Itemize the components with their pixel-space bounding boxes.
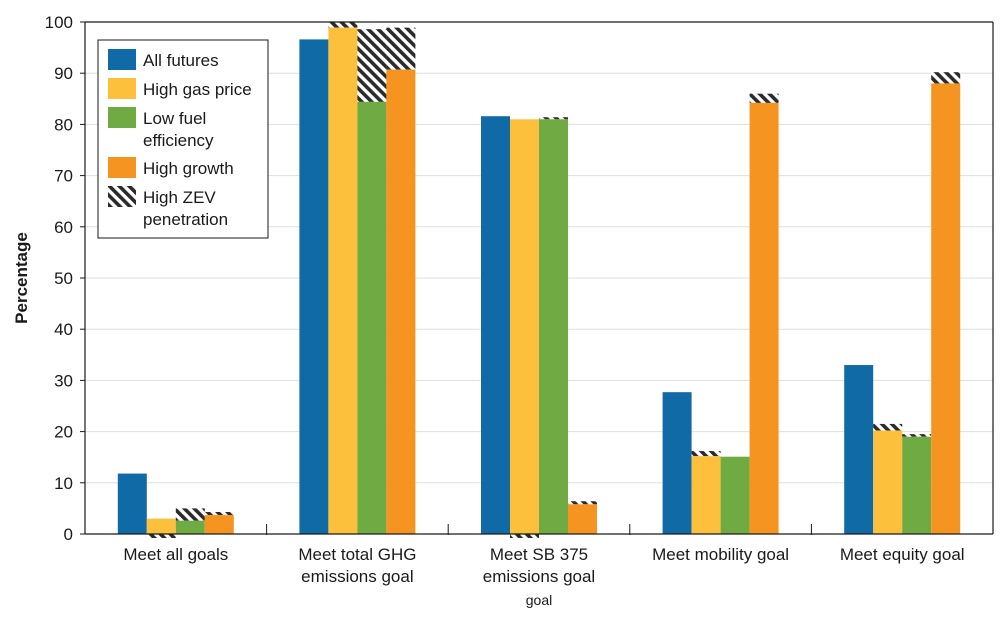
bar-all-futures — [844, 365, 874, 534]
legend-swatch — [108, 78, 136, 99]
axes — [80, 21, 994, 535]
y-tick-label: 100 — [45, 13, 73, 32]
bar-low-fuel-efficiency — [902, 436, 932, 534]
bar-high-growth — [568, 504, 597, 534]
legend-label: High ZEV — [143, 188, 216, 207]
y-tick-label: 80 — [54, 115, 73, 134]
x-category-sublabel: goal — [526, 592, 552, 608]
y-tick-label: 50 — [54, 269, 73, 288]
legend: All futures High gas price Low fuel efficie… — [97, 39, 269, 239]
bar-low-fuel-efficiency — [720, 456, 750, 534]
x-category-label: Meet equity goal — [840, 545, 965, 564]
x-category-label: Meet all goals — [123, 545, 228, 564]
y-tick-label: 10 — [54, 474, 73, 493]
legend-label: High growth — [143, 159, 234, 178]
bar-all-futures — [481, 116, 510, 534]
zev-hatched-bar — [146, 534, 176, 538]
bar-all-futures — [117, 473, 147, 534]
y-axis-title: Percentage — [12, 232, 31, 324]
x-category-label: Meet total GHG — [298, 545, 416, 564]
bar-high-growth — [204, 515, 234, 534]
bar-high-gas-price — [146, 518, 176, 534]
bar-low-fuel-efficiency — [175, 520, 205, 534]
zev-hatched-bar — [691, 451, 721, 457]
bar-high-gas-price — [510, 119, 539, 534]
x-category-label: Meet mobility goal — [652, 545, 789, 564]
x-category-label: emissions goal — [301, 567, 413, 586]
x-category-label: emissions goal — [483, 567, 595, 586]
zev-hatched-bar — [749, 93, 779, 103]
bar-high-growth — [386, 69, 416, 534]
y-tick-label: 20 — [54, 423, 73, 442]
legend-swatch — [108, 157, 136, 178]
bar-all-futures — [299, 39, 329, 535]
bar-high-gas-price — [328, 27, 358, 535]
zev-hatched-bar — [386, 27, 416, 70]
zev-hatched-bar — [568, 501, 597, 505]
legend-label: efficiency — [143, 131, 214, 150]
y-tick-label: 40 — [54, 320, 73, 339]
legend-label: High gas price — [143, 80, 252, 99]
x-category-label: Meet SB 375 — [490, 545, 588, 564]
zev-hatched-bar — [931, 72, 961, 84]
zev-hatched-bar — [175, 508, 205, 521]
legend-label: All futures — [143, 51, 219, 70]
bar-low-fuel-efficiency — [539, 119, 568, 534]
legend-swatch — [108, 107, 136, 128]
legend-swatch — [108, 49, 136, 70]
zev-hatched-bar — [328, 22, 358, 28]
y-tick-label: 30 — [54, 371, 73, 390]
legend-label: penetration — [143, 210, 228, 229]
legend-swatch — [108, 186, 136, 207]
bar-high-gas-price — [691, 456, 721, 534]
bar-low-fuel-efficiency — [357, 101, 387, 534]
bar-high-growth — [931, 83, 961, 534]
bar-high-gas-price — [873, 430, 903, 534]
zev-hatched-bar — [510, 534, 539, 538]
y-tick-label: 70 — [54, 167, 73, 186]
labels: 0 10 20 30 40 50 60 70 80 90 100 Percentage Meet all… — [12, 13, 965, 608]
y-tick-label: 90 — [54, 64, 73, 83]
bar-all-futures — [662, 392, 692, 534]
y-tick-label: 60 — [54, 218, 73, 237]
zev-hatched-bar — [539, 117, 568, 120]
y-tick-label: 0 — [64, 525, 73, 544]
zev-hatched-bar — [204, 511, 234, 516]
zev-hatched-bar — [873, 423, 903, 431]
legend-label: Low fuel — [143, 109, 206, 128]
zev-hatched-bar — [902, 434, 932, 437]
bar-high-growth — [749, 102, 779, 534]
bars — [117, 22, 961, 538]
zev-hatched-bar — [357, 29, 387, 102]
